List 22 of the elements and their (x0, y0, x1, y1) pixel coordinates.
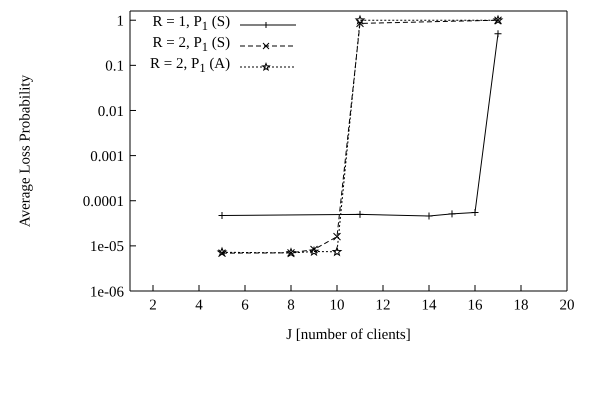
x-tick-label: 12 (376, 298, 390, 314)
x-tick-label: 16 (468, 298, 483, 314)
y-tick-label: 0.1 (105, 58, 124, 75)
x-axis-title: J [number of clients] (286, 327, 411, 343)
legend-label: R = 1, P$_{1}$ (S) (152, 14, 230, 35)
y-tick-label: 1e-05 (90, 239, 124, 256)
x-tick-label: 2 (149, 298, 157, 314)
x-tick-label: 8 (287, 298, 295, 314)
y-tick-label: 1 (116, 14, 124, 30)
y-tick-label: 0.01 (98, 104, 124, 120)
legend-label: R = 2, P$_{1}$ (S) (152, 35, 230, 56)
x-tick-label: 10 (330, 298, 344, 314)
x-tick-label: 18 (514, 298, 528, 314)
y-tick-label: 1e-06 (90, 284, 124, 300)
y-tick-label: 0.0001 (82, 194, 124, 210)
x-tick-label: 6 (241, 298, 250, 314)
legend-label: R = 2, P$_{1}$ (A) (150, 56, 230, 77)
y-axis-title: Average Loss Probability (17, 74, 34, 228)
x-tick-label: 4 (195, 298, 204, 314)
x-tick-label: 20 (560, 298, 574, 314)
x-tick-label: 14 (422, 298, 437, 314)
y-tick-label: 0.001 (90, 148, 124, 165)
